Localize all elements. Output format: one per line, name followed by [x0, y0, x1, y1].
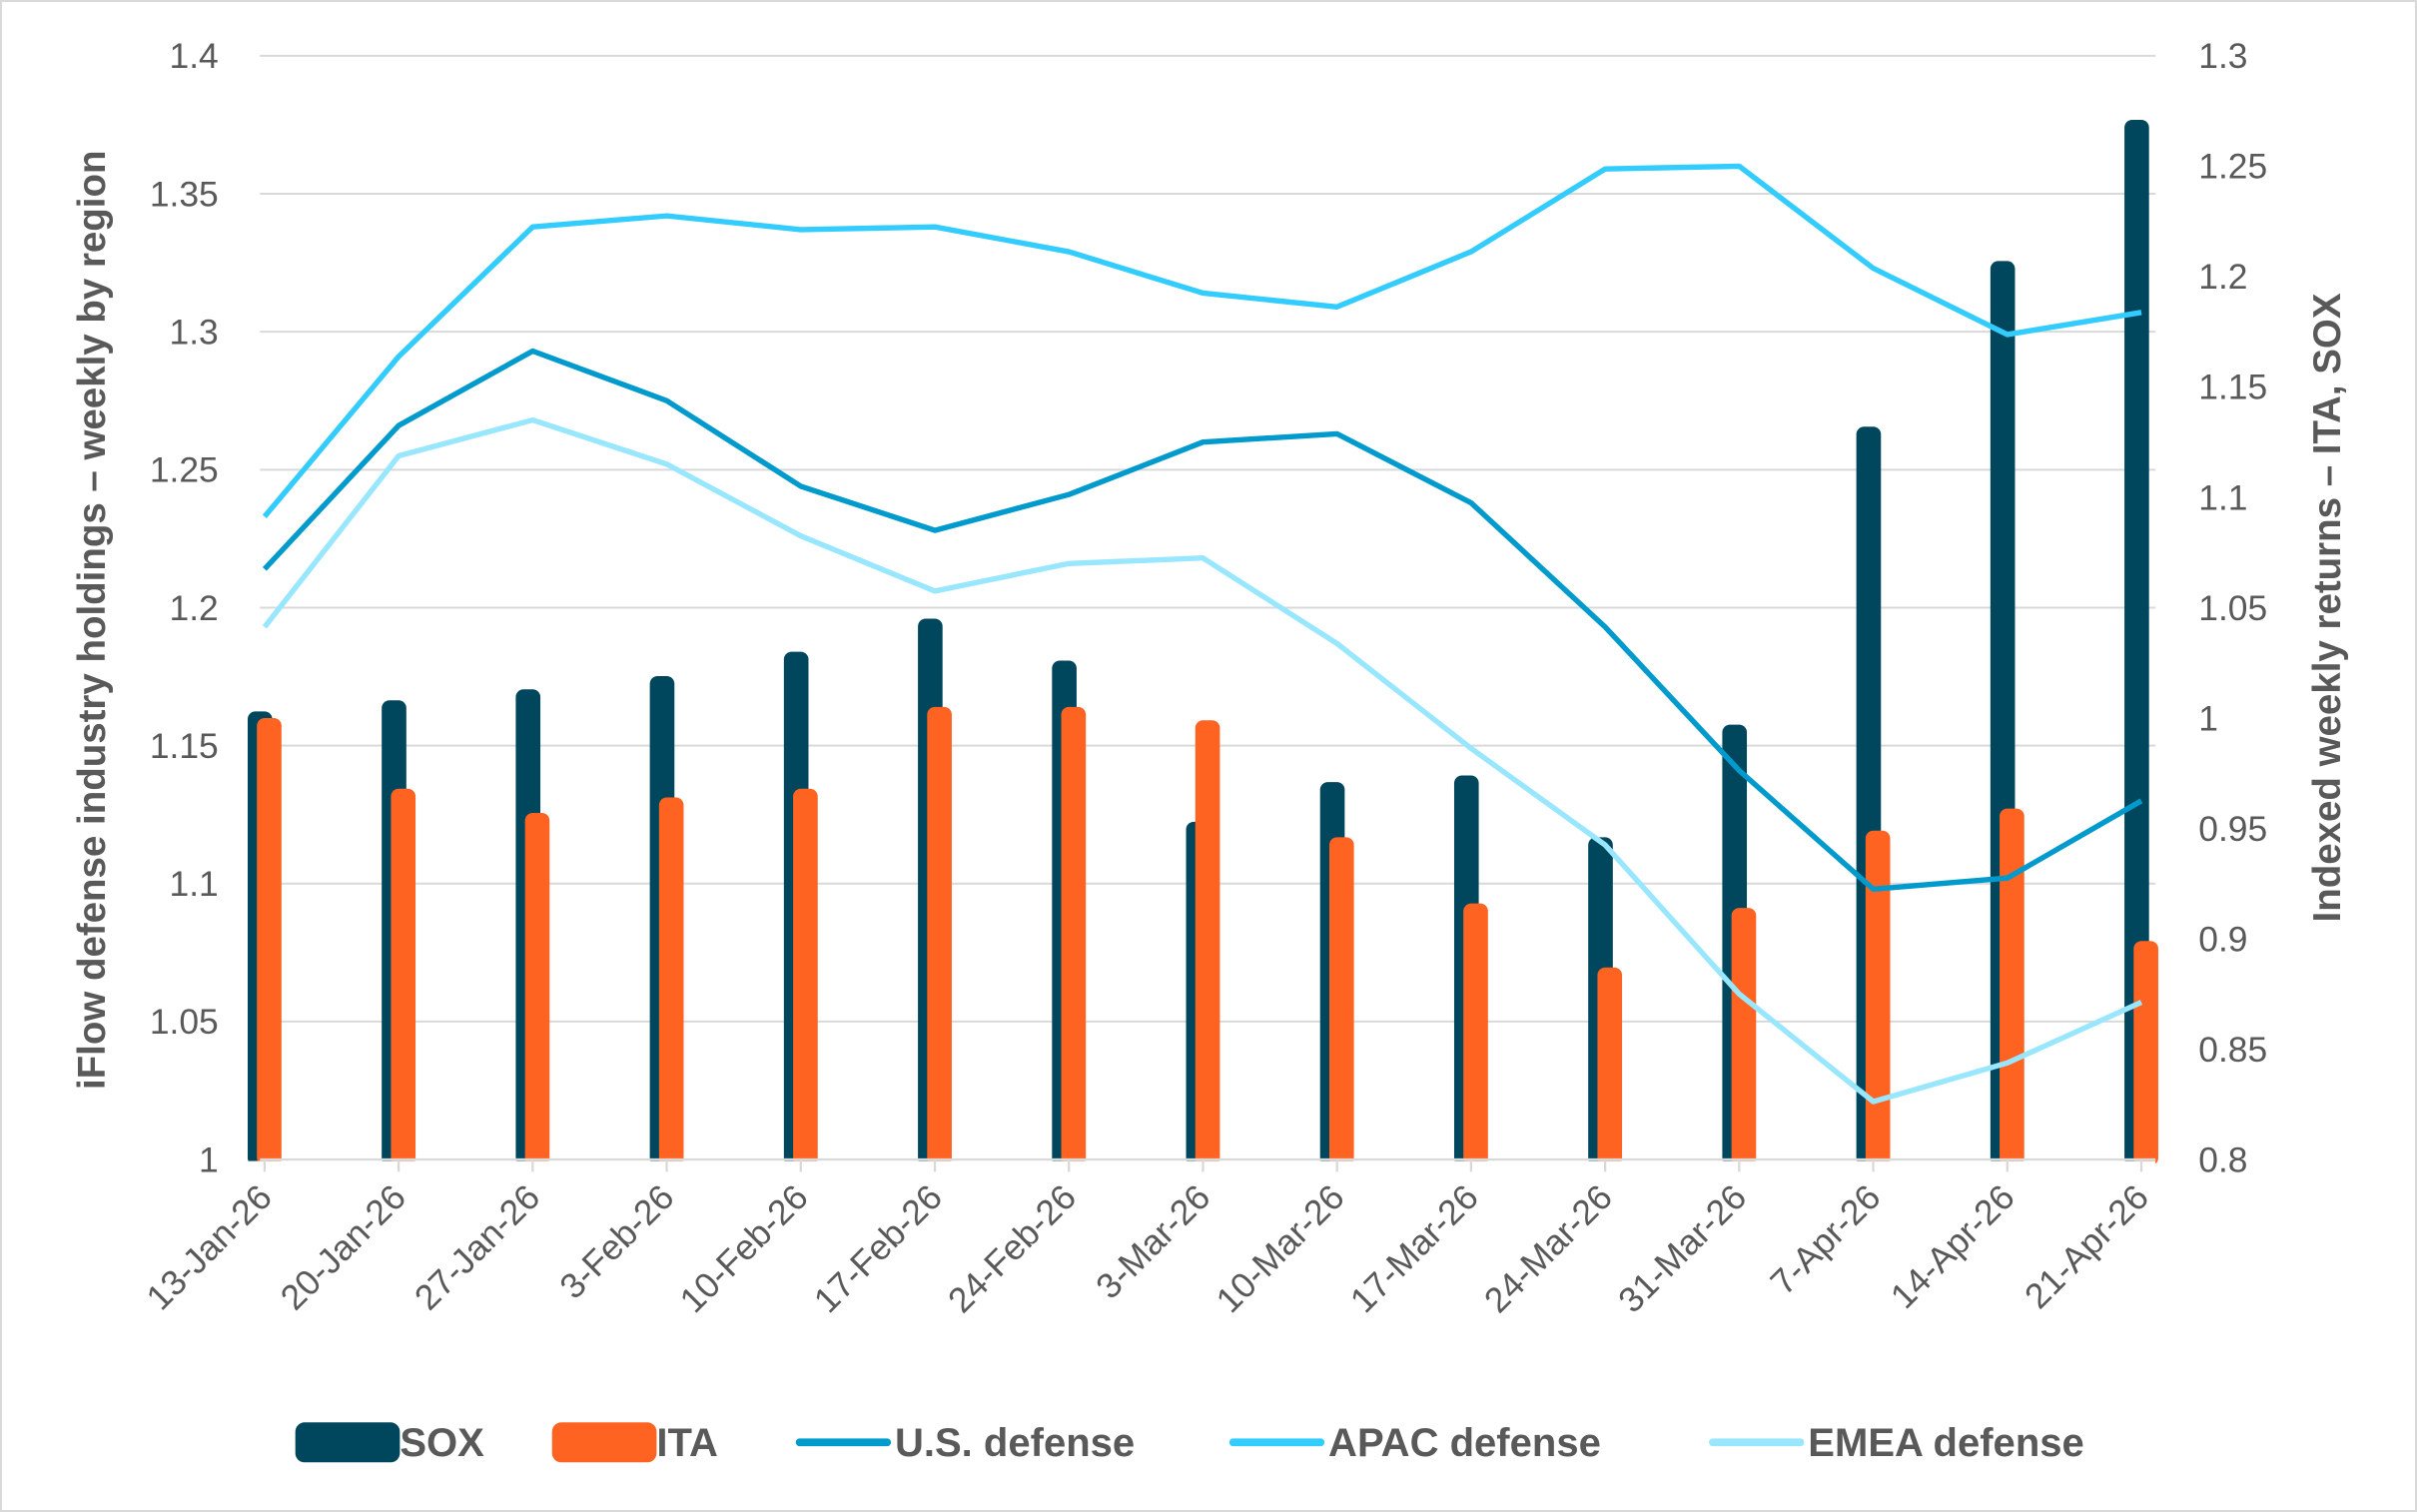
legend-swatch	[295, 1422, 401, 1463]
legend-label: ITA	[656, 1421, 718, 1465]
legend-label: EMEA defense	[1808, 1421, 2083, 1465]
lines	[262, 163, 2143, 1105]
bar-ita	[1731, 908, 1757, 1166]
bar-ita	[524, 813, 550, 1166]
bar-ita	[1328, 837, 1354, 1166]
bar-ita	[2000, 808, 2024, 1166]
y-right-tick-label: 0.95	[2198, 809, 2267, 849]
legend-label: SOX	[400, 1421, 484, 1465]
bar-ita	[257, 717, 282, 1166]
line-apac-defense	[262, 163, 2142, 519]
y-right-tick-label: 0.9	[2198, 919, 2247, 959]
y-left-tick-label: 1	[199, 1139, 219, 1179]
y-left-tick-label: 1.2	[170, 588, 219, 628]
x-tick-label: 10-Feb-26	[672, 1176, 816, 1320]
x-tick-label: 10-Mar-26	[1208, 1176, 1352, 1320]
line-emea-defense	[262, 416, 2143, 1105]
legend: SOX ITA U.S. defense APAC defense EMEA defen…	[295, 1421, 2084, 1465]
gridlines	[260, 54, 2156, 1161]
y-left-tick-label: 1.15	[150, 726, 219, 766]
x-tick-label: 27-Jan-26	[406, 1176, 547, 1317]
x-tick-label: 7-Apr-26	[1763, 1176, 1889, 1302]
x-tick-label: 21-Apr-26	[2016, 1176, 2156, 1316]
bar-ita	[1597, 967, 1623, 1166]
bar-ita	[658, 797, 684, 1166]
y-left-axis-title: iFlow defense industry holdings – weekly…	[71, 151, 114, 1091]
y-left-tick-label: 1.1	[170, 864, 219, 904]
y-right-tick-label: 1.3	[2198, 36, 2247, 76]
bars	[3, 119, 2158, 1170]
y-left-tick-label: 1.4	[170, 36, 219, 76]
y-right-tick-label: 1.2	[2198, 257, 2247, 297]
x-tick-label: 14-Apr-26	[1883, 1176, 2022, 1316]
x-tick-label: 3-Mar-26	[1089, 1176, 1218, 1306]
legend-swatch	[551, 1422, 657, 1463]
y-left-tick-label: 1.3	[170, 312, 219, 352]
bar-ita	[391, 788, 416, 1166]
y-right-tick-label: 1	[2198, 698, 2218, 738]
bar-ita	[2133, 941, 2158, 1166]
bar-sox	[2124, 119, 2149, 1166]
x-tick-label: 24-Feb-26	[940, 1176, 1084, 1320]
y-right-axis-title: Indexed weekly returns – ITA, SOX	[2306, 293, 2349, 922]
legend-label: APAC defense	[1328, 1421, 1601, 1465]
bar-ita	[1195, 720, 1220, 1166]
bar-ita	[1463, 903, 1488, 1166]
x-tick-label: 3-Feb-26	[552, 1176, 682, 1306]
x-tick-label: 31-Mar-26	[1611, 1176, 1755, 1320]
x-tick-label: 17-Mar-26	[1342, 1176, 1486, 1320]
line-u-s-defense	[262, 348, 2143, 892]
y-left-tick-label: 1.05	[150, 1002, 219, 1042]
y-right-tick-label: 1.15	[2198, 368, 2267, 407]
y-right-tick-label: 1.1	[2198, 477, 2247, 517]
y-left-tick-label: 1.35	[150, 174, 219, 214]
y-right-tick-label: 0.8	[2198, 1139, 2247, 1179]
bar-ita	[1061, 706, 1087, 1166]
x-tick-label: 24-Mar-26	[1476, 1176, 1620, 1320]
x-tick-label: 13-Jan-26	[139, 1176, 280, 1317]
y-right-tick-label: 1.05	[2198, 588, 2267, 628]
legend-label: U.S. defense	[895, 1421, 1135, 1465]
bar-ita	[927, 706, 952, 1166]
y-right-tick-label: 0.85	[2198, 1030, 2267, 1070]
bar-ita	[793, 788, 818, 1166]
y-left-tick-label: 1.25	[150, 450, 219, 490]
bar-baseline-mask	[3, 1160, 2156, 1170]
bar-ita	[1865, 830, 1891, 1166]
y-right-tick-label: 1.25	[2198, 147, 2267, 187]
x-tick-label: 20-Jan-26	[273, 1176, 413, 1317]
x-tick-label: 17-Feb-26	[806, 1176, 950, 1320]
